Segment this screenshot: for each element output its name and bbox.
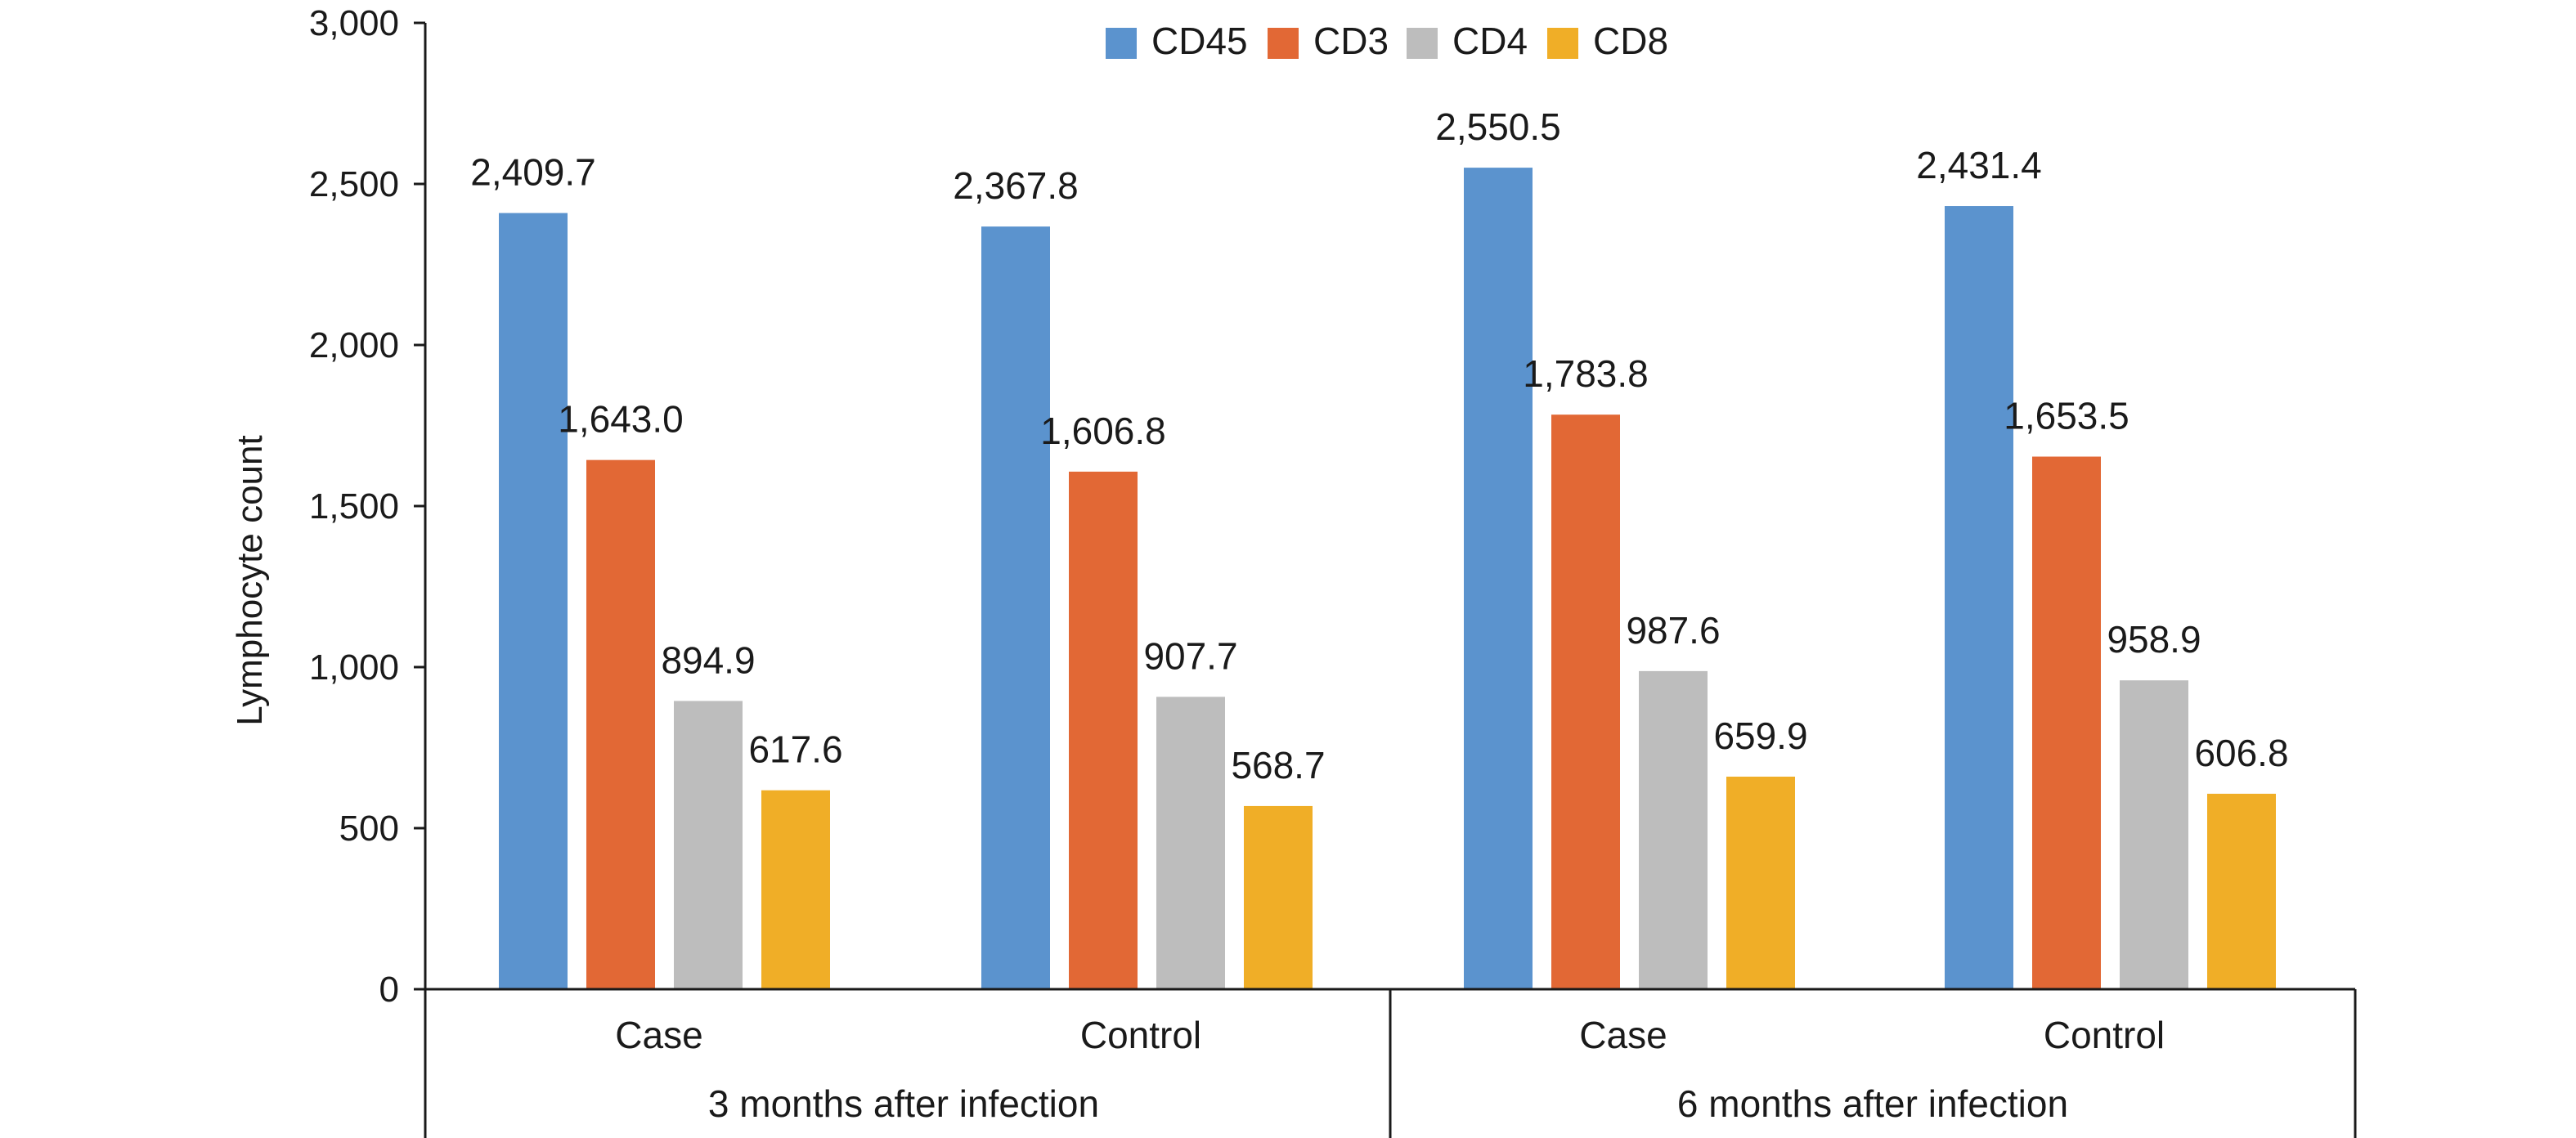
bar-cd8-2	[1244, 805, 1313, 989]
y-tick-label: 2,500	[309, 164, 399, 204]
data-label: 1,653.5	[2004, 395, 2129, 437]
legend: CD45 CD3 CD4 CD8	[1106, 20, 1668, 62]
data-label: 894.9	[661, 638, 755, 681]
legend-swatch-cd4	[1407, 28, 1438, 59]
bar-cd3-4	[2032, 456, 2101, 989]
y-tick-label: 0	[379, 970, 399, 1010]
x-group-label: 3 months after infection	[708, 1082, 1099, 1125]
legend-swatch-cd8	[1547, 28, 1578, 59]
bar-cd3-3	[1551, 414, 1620, 989]
bar-cd4-3	[1639, 670, 1708, 989]
bar-cd8-4	[2207, 793, 2276, 989]
data-label: 1,643.0	[558, 398, 683, 441]
bar-cd4-4	[2120, 680, 2188, 989]
data-label: 659.9	[1713, 715, 1807, 757]
legend-label: CD4	[1452, 20, 1528, 62]
axes	[424, 23, 2357, 1138]
bar-cd3-2	[1069, 471, 1138, 989]
bar-cd4-1	[674, 701, 743, 989]
data-label: 2,409.7	[470, 151, 595, 194]
data-label: 958.9	[2107, 618, 2201, 661]
bar-cd8-3	[1726, 776, 1795, 989]
data-label: 1,606.8	[1040, 410, 1165, 452]
y-tick-label: 1,000	[309, 647, 399, 688]
x-category-label: Case	[1579, 1014, 1667, 1056]
y-tick-label: 1,500	[309, 486, 399, 526]
bars	[499, 168, 2276, 990]
data-label: 1,783.8	[1523, 352, 1648, 395]
x-category-label: Control	[2044, 1014, 2165, 1056]
y-axis-ticks: 0 500 1,000 1,500 2,000 2,500 3,000	[309, 3, 425, 1010]
data-label: 2,367.8	[953, 164, 1078, 207]
data-label: 568.7	[1231, 744, 1325, 786]
y-tick-label: 500	[339, 809, 399, 849]
legend-label: CD3	[1313, 20, 1389, 62]
x-axis-categories: Case Control Case Control	[615, 1014, 2165, 1056]
bar-cd45-3	[1464, 168, 1533, 989]
y-tick-label: 2,000	[309, 325, 399, 365]
legend-label: CD8	[1593, 20, 1668, 62]
data-labels: 2,409.7 2,367.8 2,550.5 2,431.4 1,643.0 1,606…	[470, 105, 2288, 786]
bar-cd4-2	[1156, 697, 1225, 989]
x-category-label: Case	[615, 1014, 702, 1056]
data-label: 2,550.5	[1435, 105, 1560, 148]
bar-cd45-1	[499, 213, 568, 989]
legend-label: CD45	[1151, 20, 1248, 62]
bar-cd3-1	[586, 459, 655, 989]
x-axis-groups: 3 months after infection 6 months after i…	[708, 1082, 2068, 1125]
data-label: 2,431.4	[1916, 144, 2041, 186]
data-label: 987.6	[1626, 609, 1720, 652]
data-label: 606.8	[2194, 732, 2288, 774]
bar-cd45-4	[1945, 206, 2013, 990]
y-tick-label: 3,000	[309, 3, 399, 43]
data-label: 907.7	[1143, 634, 1237, 677]
bar-cd45-2	[981, 226, 1050, 989]
y-axis-title: Lymphocyte count	[230, 435, 270, 725]
x-group-label: 6 months after infection	[1677, 1082, 2068, 1125]
bar-cd8-1	[761, 790, 830, 989]
legend-swatch-cd3	[1268, 28, 1299, 59]
legend-swatch-cd45	[1106, 28, 1137, 59]
data-label: 617.6	[748, 728, 842, 771]
x-category-label: Control	[1080, 1014, 1201, 1056]
